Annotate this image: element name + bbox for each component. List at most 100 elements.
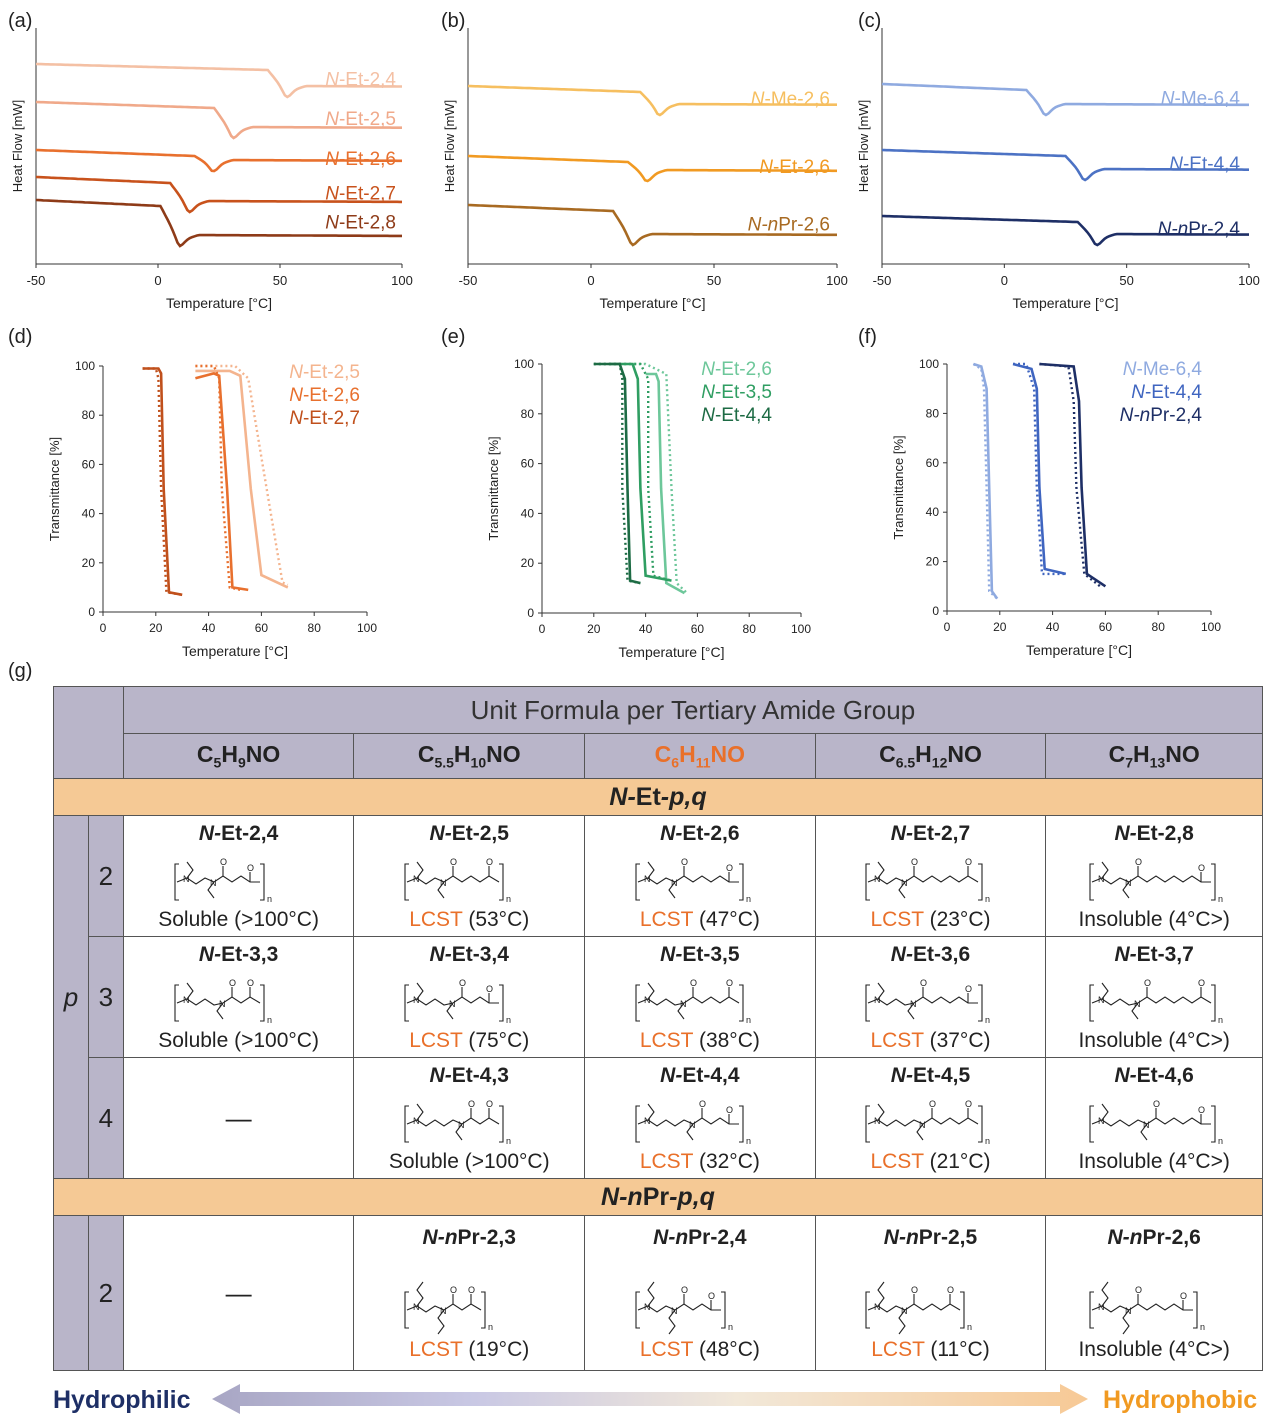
- dsc-chart-a: -50 0 50 100 Temperature [°C] Heat Flow [mW] N…: [10, 28, 413, 311]
- solubility-status: LCST (53°C): [354, 908, 584, 932]
- x-tick-label: 100: [1201, 620, 1221, 634]
- oxygen-label: O: [965, 1099, 972, 1109]
- nitrogen-label: N: [458, 1120, 465, 1130]
- polymer-structure: O O N Nn: [1089, 857, 1223, 904]
- nitrogen-label: N: [910, 999, 917, 1009]
- y-axis-label: Heat Flow [mW]: [442, 100, 457, 192]
- repeat-n: n: [746, 1015, 751, 1025]
- transmittance-dotted-2: [593, 362, 641, 585]
- x-tick-label: 80: [308, 621, 322, 635]
- repeat-n: n: [488, 1322, 493, 1332]
- polymer-name-prefix: N-: [1114, 1064, 1137, 1087]
- y-tick-label: 80: [82, 408, 96, 422]
- y-tick-label: 40: [82, 507, 96, 521]
- side-chain-2: [907, 1002, 915, 1020]
- oxygen-label: O: [229, 978, 236, 988]
- nitrogen-label: N: [644, 1116, 651, 1126]
- curve-label: N-Et-2,4: [325, 69, 396, 90]
- polymer-name-prefix: N-n: [422, 1226, 458, 1249]
- nitrogen-label: N: [1125, 878, 1132, 888]
- oxygen-label: O: [468, 1285, 475, 1295]
- polymer-name: N-Et-2,4: [124, 822, 354, 846]
- oxygen-label: O: [220, 857, 227, 867]
- status-word: LCST: [639, 1338, 694, 1361]
- repeat-n: n: [985, 894, 990, 904]
- formula-symbol: C: [654, 741, 672, 768]
- table-header-row: Unit Formula per Tertiary Amide Group: [53, 686, 1263, 779]
- nitrogen-label: N: [1098, 1302, 1105, 1312]
- oxygen-label: O: [681, 1285, 688, 1295]
- polymer-name-suffix: Et-2,5: [451, 822, 509, 845]
- polymer-structure: O O N Nn: [1089, 1099, 1223, 1146]
- polymer-name: N-Et-4,4: [585, 1064, 815, 1088]
- oxygen-label: O: [726, 978, 733, 988]
- polymer-name: N-Et-3,3: [124, 943, 354, 967]
- oxygen-label: O: [486, 857, 493, 867]
- status-word: LCST: [639, 1150, 694, 1173]
- polymer-name: N-Et-3,4: [354, 943, 584, 967]
- oxygen-label: O: [1135, 1285, 1142, 1295]
- nitrogen-label: N: [874, 874, 881, 884]
- polymer-name: N-Et-2,7: [816, 822, 1046, 846]
- side-chain-2: [1122, 881, 1130, 899]
- formula-subscript: 5: [213, 754, 222, 771]
- backbone: [176, 996, 260, 1006]
- panel-b-letter: (b): [441, 10, 466, 32]
- x-axis-label: Temperature [°C]: [1013, 295, 1119, 311]
- status-word: LCST: [409, 908, 463, 931]
- polymer-name-suffix: Pr-2,3: [457, 1226, 516, 1249]
- y-tick-label: 0: [88, 605, 95, 619]
- polymer-name-prefix: N-: [1114, 943, 1137, 966]
- repeat-n: n: [1218, 1015, 1223, 1025]
- oxygen-label: O: [708, 1291, 715, 1301]
- side-chain-1: [1101, 1281, 1109, 1307]
- polymer-name: N-Et-2,5: [354, 822, 584, 846]
- status-temperature: (75°C): [462, 1029, 530, 1052]
- oxygen-label: O: [1153, 1099, 1160, 1109]
- transmittance-chart-d: 0 20 40 60 80 100 0 20 40 60 80 100 Temperature [°C]…: [47, 359, 377, 659]
- panel-g-letter: (g): [8, 660, 33, 682]
- x-tick-label: 50: [1119, 273, 1133, 288]
- dsc-chart-b: -50 0 50 100 Temperature [°C] Heat Flow [mW] N…: [442, 28, 848, 311]
- transmittance-chart-e: 0 20 40 60 80 100 0 20 40 60 80 100 Temperature [°C]…: [486, 357, 811, 660]
- transmittance-dotted-0: [972, 362, 999, 600]
- side-chain-2: [1140, 1123, 1148, 1141]
- nitrogen-label: N: [183, 995, 190, 1005]
- y-tick-label: 0: [527, 606, 534, 620]
- nitrogen-label: N: [1098, 1116, 1105, 1126]
- y-axis-label: Transmittance [%]: [891, 435, 906, 539]
- polymer-structure: O O N Nn: [635, 978, 751, 1025]
- formula-symbol: H: [1133, 741, 1150, 768]
- solubility-status: Insoluble (4°C>): [1046, 1150, 1262, 1174]
- status-word: LCST: [871, 1338, 925, 1361]
- polymer-name-suffix: Et-4,3: [451, 1064, 509, 1087]
- status-word: Soluble: [158, 1029, 229, 1052]
- side-chain-1: [647, 861, 655, 879]
- oxygen-label: O: [450, 857, 457, 867]
- formula-subscript: 10: [470, 754, 487, 771]
- nitrogen-label: N: [449, 999, 456, 1009]
- nitrogen-label: N: [219, 999, 226, 1009]
- legend-entry: N-Et-2,5: [289, 362, 360, 383]
- side-chain-1: [878, 861, 886, 879]
- oxygen-label: O: [1198, 1105, 1205, 1115]
- status-temperature: (>100°C): [458, 1150, 550, 1173]
- legend-entry: N-Et-2,6: [289, 385, 360, 406]
- side-chain-1: [416, 861, 424, 879]
- polymer-name-prefix: N-n: [653, 1226, 689, 1249]
- repeat-n: n: [985, 1136, 990, 1146]
- backbone: [637, 875, 739, 885]
- curve-label: N-Et-2,6: [759, 157, 830, 178]
- bracket-right: [738, 863, 744, 901]
- bracket-right: [259, 984, 265, 1022]
- y-tick-label: 80: [926, 406, 940, 420]
- polymer-structure: O O N Nn: [865, 978, 990, 1025]
- nitrogen-label: N: [413, 1302, 420, 1312]
- y-tick-label: 60: [82, 457, 96, 471]
- solubility-status: LCST (23°C): [816, 908, 1046, 932]
- backbone: [637, 1303, 721, 1313]
- oxygen-label: O: [929, 1099, 936, 1109]
